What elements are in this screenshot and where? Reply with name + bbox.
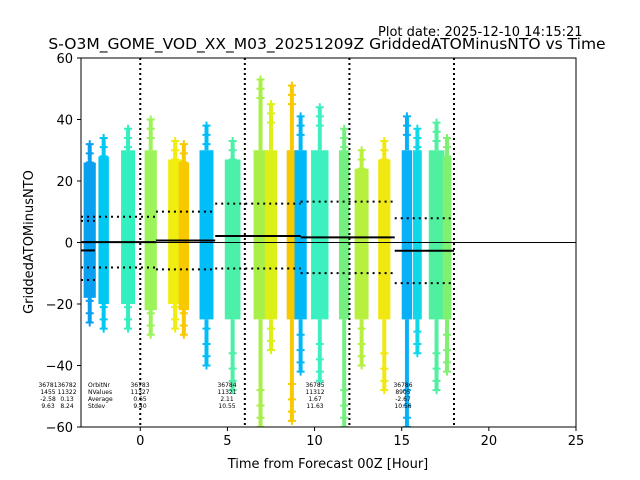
data-strip [294,150,307,320]
orbit-stats-value: 36782 [57,382,76,389]
orbit-stats-value: 8905 [395,389,410,396]
orbit-stats-value: 9.63 [41,403,55,410]
orbit-stats-value: 8.24 [60,403,74,410]
stats-header: Average [88,396,113,403]
orbit-stats-value: 36783 [130,382,149,389]
orbit-stats-value: 1.67 [308,396,322,403]
x-tick-label: 5 [223,434,231,449]
data-strip [354,168,369,320]
y-tick-label: 60 [56,52,73,67]
orbit-stats-value: 11321 [217,389,236,396]
data-strip [178,162,190,311]
y-tick-label: −20 [46,298,73,313]
data-point [171,287,180,296]
orbit-stats-value: 0.65 [133,396,147,403]
data-point [179,293,188,302]
x-tick-label: 20 [481,434,498,449]
stats-header: NValues [88,389,112,396]
orbit-stats-value: 36784 [217,382,236,389]
x-tick-label: 10 [306,434,323,449]
orbit-stats-value: 10.56 [394,403,411,410]
data-strip [264,150,278,320]
stat-lines [81,58,576,427]
orbit-stats-value: 10.55 [218,403,235,410]
y-tick-label: −40 [46,360,73,375]
plot-date: Plot date: 2025-12-10 14:15:21 [378,25,583,40]
y-tick-label: 20 [56,175,73,190]
orbit-stats-value: 0.13 [60,396,74,403]
orbit-stats-value: 9.40 [133,403,147,410]
data-point [85,281,94,290]
data-strip [83,162,96,298]
data-point [266,309,275,318]
x-axis-label: Time from Forecast 00Z [Hour] [227,457,429,472]
y-tick-label: 0 [65,237,73,252]
data-strip [428,150,445,320]
stats-header: Stdev [88,403,106,410]
orbit-stats-value: 36786 [393,382,412,389]
data-points [83,75,452,427]
orbit-stats-value: -2.58 [40,396,56,403]
data-strip [286,150,298,320]
x-tick-label: 15 [393,434,410,449]
data-point [99,287,108,296]
data-point [146,293,155,302]
axes: 0 5 10 15 20 25 −60 −40 −20 0 20 40 60 [46,52,585,449]
data-strip [338,150,350,320]
orbit-stats-value: 36785 [305,382,324,389]
orbit-stats-value: 36781 [38,382,57,389]
orbit-stats-value: 11.63 [306,403,323,410]
data-point [124,287,133,296]
data-strip [98,156,109,304]
orbit-stats-value: 11312 [305,389,324,396]
data-strip [224,159,241,320]
data-strip [144,150,157,311]
data-strip [199,150,214,320]
orbit-stats-value: 11322 [57,389,76,396]
y-axis-label: GriddedATOMinusNTO [22,170,37,314]
data-strip [121,150,136,304]
data-point [413,312,422,321]
chart-title: S-O3M_GOME_VOD_XX_M03_20251209Z GriddedA… [48,35,605,54]
x-tick-label: 0 [136,434,144,449]
stats-header: OrbitNr [88,382,111,389]
y-tick-label: 40 [56,114,73,129]
data-strip [253,150,268,320]
y-tick-label: −60 [46,421,73,436]
data-strip [413,150,422,320]
data-strip [401,150,413,320]
data-strip [378,159,391,320]
orbit-stats-value: 1455 [40,389,55,396]
orbit-stats-value: 11327 [130,389,149,396]
data-strip [311,150,329,320]
x-tick-label: 25 [568,434,585,449]
orbit-stats-value: -2.67 [395,396,411,403]
data-strip [442,156,452,320]
orbit-stats-value: 2.11 [220,396,234,403]
